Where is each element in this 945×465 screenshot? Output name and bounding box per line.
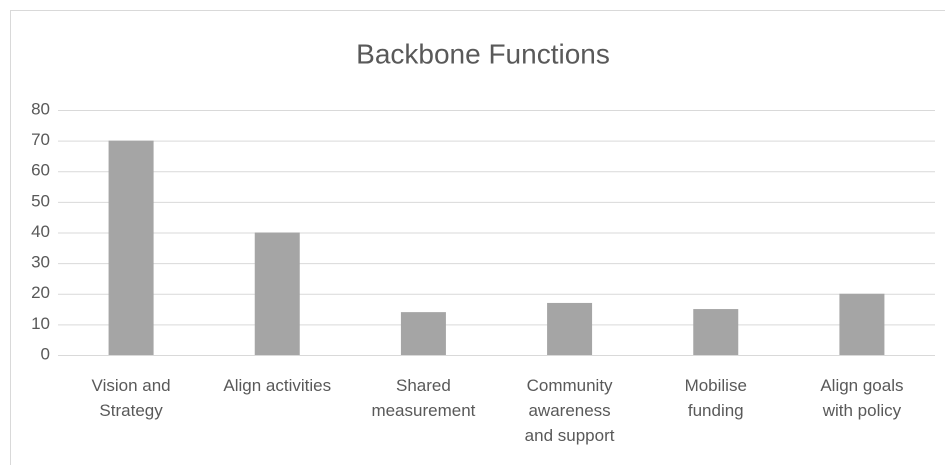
y-tick-label: 40 bbox=[31, 222, 50, 241]
chart-border bbox=[10, 10, 945, 465]
bar bbox=[400, 312, 446, 355]
x-tick-label: Vision and Strategy bbox=[92, 376, 171, 420]
y-tick-label: 60 bbox=[31, 161, 50, 180]
bar bbox=[254, 232, 300, 355]
y-tick-label: 50 bbox=[31, 191, 50, 210]
bar bbox=[108, 140, 154, 355]
y-tick-label: 30 bbox=[31, 253, 50, 272]
x-tick-label: Mobilise funding bbox=[685, 376, 747, 420]
y-tick-label: 70 bbox=[31, 130, 50, 149]
x-tick-label: Community awareness and support bbox=[525, 376, 615, 445]
bar bbox=[839, 293, 885, 355]
bar bbox=[693, 309, 739, 355]
y-tick-label: 0 bbox=[41, 344, 50, 363]
y-tick-label: 80 bbox=[31, 99, 50, 118]
x-tick-label: Align goals with policy bbox=[820, 376, 903, 420]
x-tick-label: Align activities bbox=[223, 376, 331, 395]
y-tick-label: 20 bbox=[31, 283, 50, 302]
x-tick-label: Shared measurement bbox=[371, 376, 475, 420]
chart-title: Backbone Functions bbox=[356, 38, 610, 69]
bar bbox=[547, 302, 593, 355]
y-tick-label: 10 bbox=[31, 314, 50, 333]
